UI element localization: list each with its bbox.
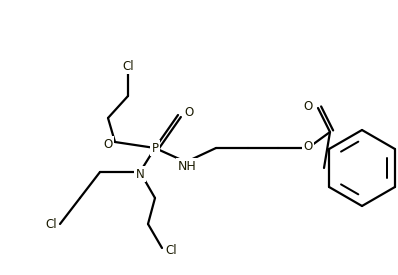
Text: NH: NH	[178, 160, 196, 172]
Text: O: O	[304, 100, 313, 112]
Text: N: N	[136, 167, 144, 180]
Text: Cl: Cl	[122, 59, 134, 73]
Text: O: O	[303, 141, 312, 153]
Text: P: P	[152, 142, 158, 155]
Text: O: O	[184, 106, 193, 120]
Text: Cl: Cl	[45, 218, 57, 230]
Text: Cl: Cl	[165, 243, 177, 257]
Text: O: O	[104, 138, 113, 150]
